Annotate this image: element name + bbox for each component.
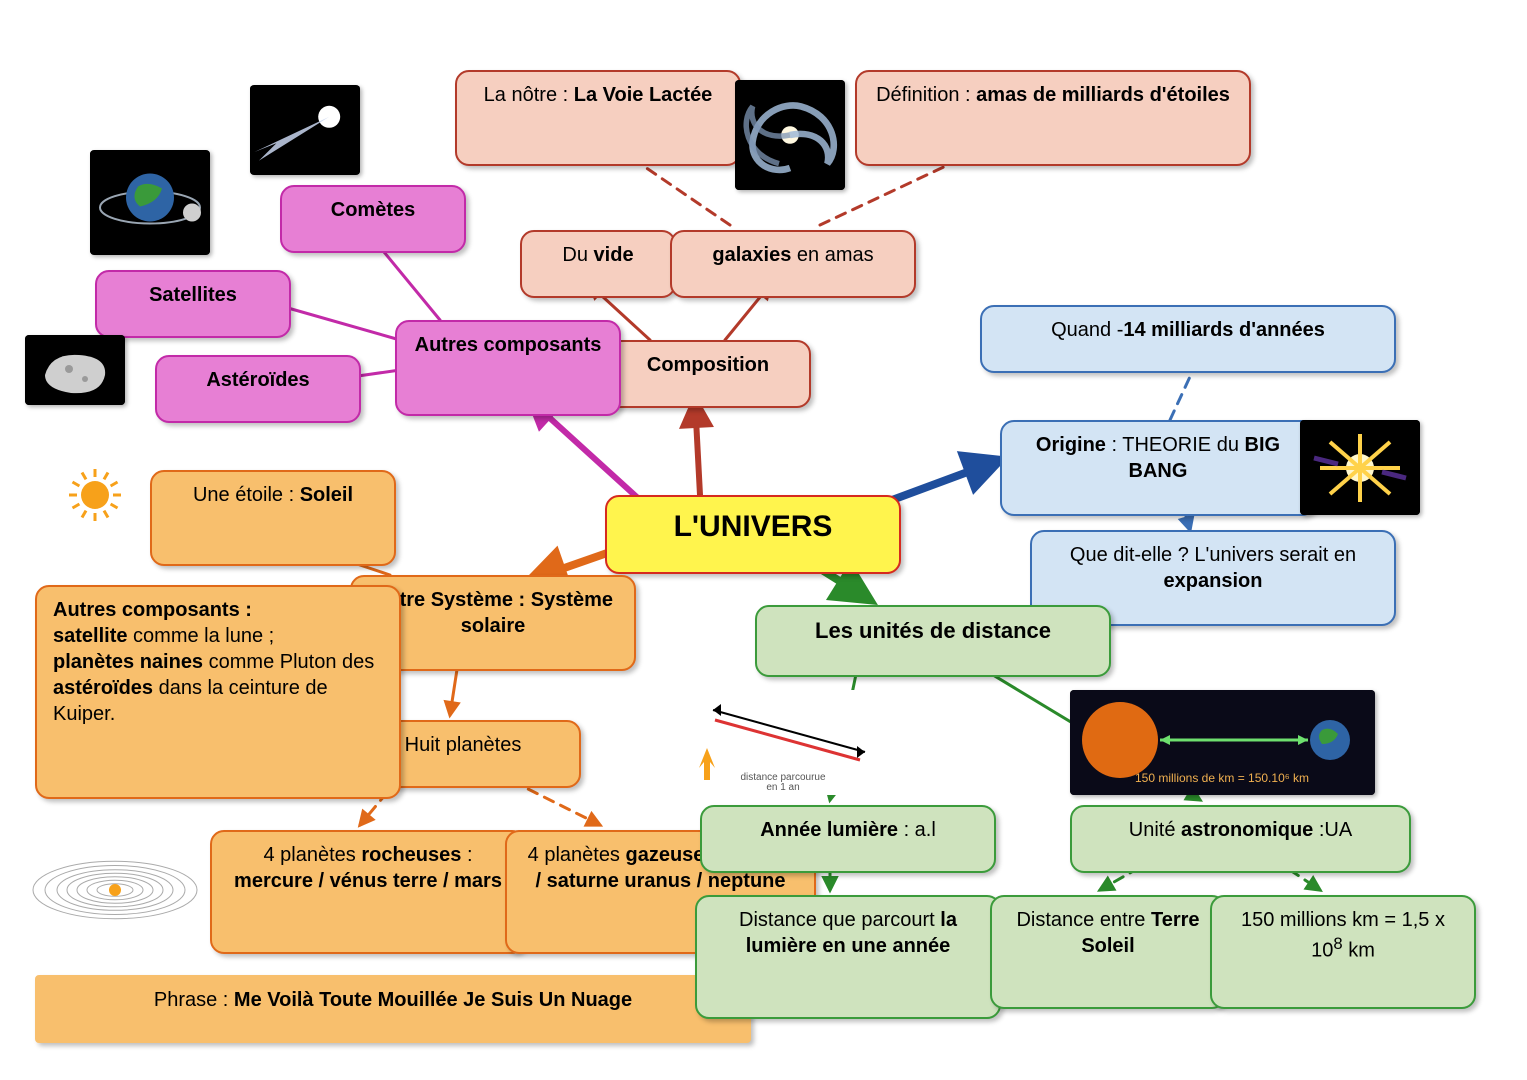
node-etoile: Une étoile : Soleil: [150, 470, 396, 566]
image-pic-sun: [65, 465, 125, 525]
node-ua: Unité astronomique :UA: [1070, 805, 1411, 873]
edge-center-compose: [695, 400, 700, 495]
node-ua_def1: Distance entre Terre Soleil: [990, 895, 1226, 1009]
node-comete: Comètes: [280, 185, 466, 253]
mindmap-canvas: { "diagram": { "type": "mindmap", "backg…: [0, 0, 1527, 1080]
node-compose: Composition: [605, 340, 811, 408]
node-quand: Quand -14 milliards d'années: [980, 305, 1396, 373]
node-origine: Origine : THEORIE du BIG BANG: [1000, 420, 1316, 516]
node-satell: Satellites: [95, 270, 291, 338]
image-pic-bb: [1300, 420, 1420, 515]
svg-text:en 1 an: en 1 an: [766, 782, 799, 793]
image-pic-comet: [250, 85, 360, 175]
node-autres: Autres composants: [395, 320, 621, 416]
node-unites: Les unités de distance: [755, 605, 1111, 677]
node-voie: La nôtre : La Voie Lactée: [455, 70, 741, 166]
image-pic-earth: [90, 150, 210, 255]
node-vide: Du vide: [520, 230, 676, 298]
image-pic-lyear: distance parcourueen 1 an: [685, 690, 880, 795]
image-pic-au: 150 millions de km = 150.10⁶ km: [1070, 690, 1375, 795]
node-al_def: Distance que parcourt la lumière en une …: [695, 895, 1001, 1019]
node-al: Année lumière : a.l: [700, 805, 996, 873]
node-phrase: Phrase : Me Voilà Toute Mouillée Je Suis…: [35, 975, 751, 1043]
svg-text:150 millions de km = 150.10⁶ k: 150 millions de km = 150.10⁶ km: [1135, 771, 1309, 785]
node-def: Définition : amas de milliards d'étoiles: [855, 70, 1251, 166]
node-ua_def2: 150 millions km = 1,5 x 108 km: [1210, 895, 1476, 1009]
node-aster: Astéroïdes: [155, 355, 361, 423]
node-center: L'UNIVERS: [605, 495, 901, 574]
image-pic-roid: [25, 335, 125, 405]
image-pic-galaxy: [735, 80, 845, 190]
node-galax: galaxies en amas: [670, 230, 916, 298]
node-autres2: Autres composants :satellite comme la lu…: [35, 585, 401, 799]
image-pic-orbits: [25, 830, 205, 950]
node-roch: 4 planètes rocheuses : mercure / vénus t…: [210, 830, 526, 954]
